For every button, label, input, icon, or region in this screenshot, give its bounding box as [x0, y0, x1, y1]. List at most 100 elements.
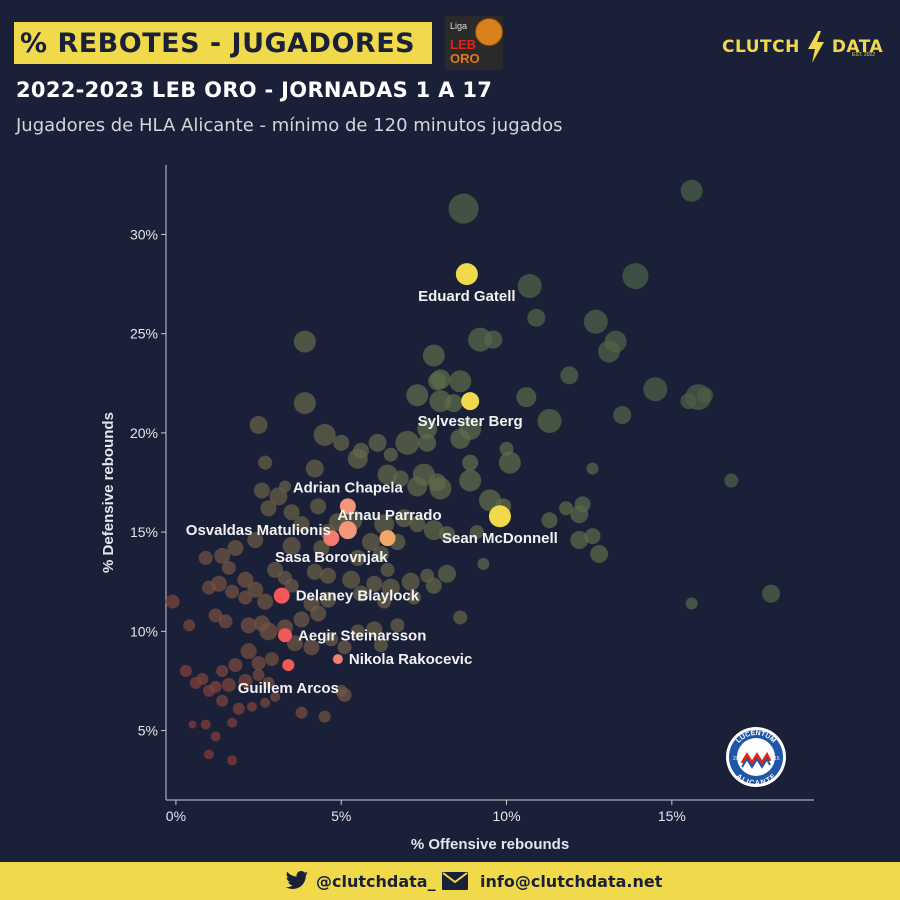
player-point: [680, 179, 703, 202]
player-point: [320, 567, 336, 584]
player-point: [306, 563, 323, 580]
player-point: [390, 618, 405, 633]
highlighted-player-point: [278, 628, 293, 643]
player-point: [333, 434, 350, 451]
player-point: [293, 516, 310, 533]
player-point: [541, 512, 558, 529]
player-point: [570, 505, 589, 524]
player-point: [216, 665, 229, 678]
player-point: [228, 658, 243, 673]
player-point: [438, 564, 457, 583]
highlighted-player-point: [323, 530, 340, 547]
player-point: [260, 500, 277, 517]
player-point: [286, 635, 303, 652]
y-axis-title: % Defensive rebounds: [100, 412, 117, 573]
email-link[interactable]: info@clutchdata.net: [480, 872, 663, 891]
player-point: [293, 611, 310, 628]
y-tick-label: 5%: [138, 723, 158, 739]
badge-text-right: 15: [774, 756, 780, 762]
player-point: [318, 710, 331, 723]
caption: Jugadores de HLA Alicante - mínimo de 12…: [16, 115, 563, 136]
other-players-points: [165, 179, 781, 766]
player-point: [313, 539, 330, 556]
player-point: [368, 433, 387, 452]
highlighted-player-point: [273, 587, 290, 604]
player-point: [232, 702, 245, 715]
player-point: [448, 193, 479, 224]
player-point: [251, 656, 266, 671]
x-axis-title: % Offensive rebounds: [411, 836, 569, 853]
player-label: Arnau Parrado: [337, 507, 441, 524]
player-point: [429, 477, 452, 500]
x-tick-label: 15%: [658, 808, 686, 824]
basketball-icon: [475, 18, 503, 46]
player-point: [459, 469, 482, 492]
player-point: [293, 392, 316, 415]
player-point: [216, 694, 229, 707]
player-point: [238, 673, 253, 688]
player-point: [622, 263, 649, 290]
player-point: [342, 570, 361, 589]
player-point: [238, 590, 253, 605]
player-point: [189, 676, 202, 689]
player-point: [583, 309, 608, 334]
player-point: [560, 366, 579, 385]
player-label: Eduard Gatell: [418, 288, 516, 305]
player-point: [383, 447, 398, 462]
player-point: [198, 550, 213, 565]
player-point: [477, 557, 490, 570]
highlighted-player-point: [338, 521, 357, 540]
player-point: [179, 665, 192, 678]
scatter-chart: 5% 10% 15% 20% 25% 30% 0% 5% 10% 15% % Offensive r…: [100, 165, 814, 853]
twitter-icon[interactable]: [285, 871, 309, 891]
player-point: [295, 706, 308, 719]
player-point: [453, 610, 468, 625]
player-point: [350, 624, 365, 639]
player-point: [210, 731, 221, 742]
player-point: [201, 580, 216, 595]
player-point: [559, 501, 574, 516]
player-point: [283, 504, 300, 521]
mail-icon[interactable]: [442, 872, 468, 890]
player-point: [225, 584, 240, 599]
player-point: [267, 561, 284, 578]
brand-word-right: DATA: [831, 37, 884, 57]
player-point: [335, 684, 348, 697]
brand-est: EST. 2022: [852, 52, 876, 58]
title-banner: % REBOTES - JUGADORES: [14, 22, 432, 64]
player-point: [310, 498, 327, 515]
player-point: [257, 593, 274, 610]
player-label: Sasa Borovnjak: [275, 549, 388, 566]
player-point: [353, 585, 370, 602]
player-point: [313, 423, 336, 446]
subtitle: 2022-2023 LEB ORO - JORNADAS 1 A 17: [16, 78, 493, 102]
player-point: [516, 387, 537, 408]
player-point: [252, 668, 265, 681]
twitter-handle[interactable]: @clutchdata_: [316, 872, 436, 891]
player-point: [406, 384, 429, 407]
player-point: [324, 632, 339, 647]
player-point: [395, 509, 414, 528]
player-point: [380, 562, 395, 577]
league-logo-leb: LEB: [450, 37, 476, 52]
player-point: [253, 482, 270, 499]
footer: @clutchdata_ info@clutchdata.net: [0, 862, 900, 900]
player-point: [305, 459, 324, 478]
player-point: [284, 578, 299, 593]
player-point: [221, 677, 236, 692]
player-point: [227, 539, 244, 556]
player-point: [258, 455, 273, 470]
player-point: [406, 590, 421, 605]
player-point: [425, 577, 442, 594]
player-point: [293, 330, 316, 353]
y-tick-label: 20%: [130, 425, 158, 441]
player-labels: Eduard Gatell Sylvester Berg Adrian Chapel…: [186, 288, 558, 697]
page-title: % REBOTES - JUGADORES: [20, 27, 416, 59]
player-point: [237, 571, 254, 588]
player-point: [685, 597, 698, 610]
player-point: [214, 547, 231, 564]
highlighted-player-point: [455, 263, 478, 286]
player-label: Osvaldas Matulionis: [186, 522, 331, 539]
player-point: [468, 327, 493, 352]
player-point: [262, 676, 275, 689]
